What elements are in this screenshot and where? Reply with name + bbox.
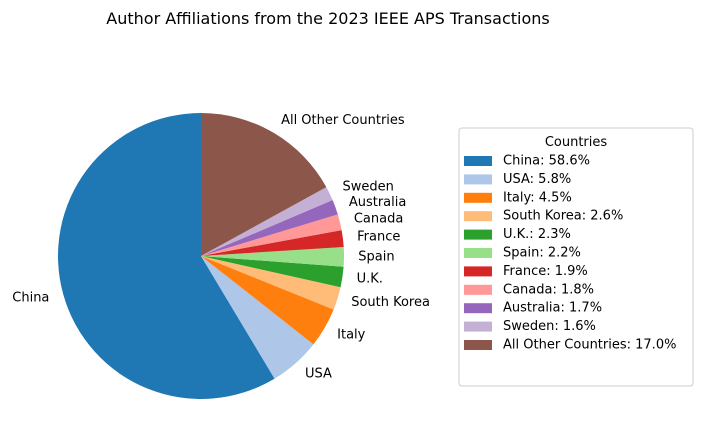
legend-frame xyxy=(458,127,694,387)
legend-label-south-korea: South Korea: 2.6% xyxy=(503,209,623,224)
slice-label-sweden: Sweden xyxy=(342,180,393,195)
legend-label-france: France: 1.9% xyxy=(503,264,588,279)
legend-swatch-china xyxy=(464,156,492,166)
legend-swatch-australia xyxy=(464,303,492,314)
pie-slice-france xyxy=(201,230,344,256)
pie-slice-spain xyxy=(201,247,344,267)
legend-label-china: China: 58.6% xyxy=(503,154,590,169)
legend-swatch-south-korea xyxy=(464,211,492,222)
slice-label-spain: Spain xyxy=(358,249,394,264)
legend: Countries China: 58.6% USA: 5.8% Italy: 4.… xyxy=(458,127,694,387)
slice-label-china: China xyxy=(12,290,49,305)
pie-slice-italy xyxy=(201,256,334,345)
legend-label-sweden: Sweden: 1.6% xyxy=(503,319,596,334)
pie-slices xyxy=(57,113,344,400)
legend-label-spain: Spain: 2.2% xyxy=(503,246,581,261)
legend-swatch-sweden xyxy=(464,321,492,332)
legend-label-usa: USA: 5.8% xyxy=(503,172,571,187)
legend-label-u-k: U.K.: 2.3% xyxy=(503,227,571,242)
legend-swatch-spain xyxy=(464,248,492,258)
legend-label-all-other-countries: All Other Countries: 17.0% xyxy=(503,338,676,353)
pie-slice-labels: China USA Italy South Korea U.K. Spain France C… xyxy=(12,113,430,381)
legend-swatch-usa xyxy=(464,174,492,185)
slice-label-canada: Canada xyxy=(354,211,403,226)
pie-slice-all-other-countries xyxy=(201,113,327,256)
legend-swatch-all-other-countries xyxy=(464,340,492,350)
legend-label-australia: Australia: 1.7% xyxy=(503,301,602,316)
pie-slice-usa xyxy=(201,256,314,379)
chart-title: Author Affiliations from the 2023 IEEE A… xyxy=(106,9,549,28)
slice-label-france: France xyxy=(357,229,400,244)
slice-label-south-korea: South Korea xyxy=(351,295,430,310)
slice-label-all-other-countries: All Other Countries xyxy=(281,113,405,128)
slice-label-australia: Australia xyxy=(349,195,407,210)
legend-items: China: 58.6% USA: 5.8% Italy: 4.5% South Ko… xyxy=(464,154,676,353)
slice-label-italy: Italy xyxy=(337,327,366,342)
slice-label-usa: USA xyxy=(305,366,332,381)
legend-swatch-italy xyxy=(464,192,492,203)
slice-label-u-k: U.K. xyxy=(357,272,383,287)
pie-slice-sweden xyxy=(201,187,333,256)
pie-slice-australia xyxy=(201,200,338,256)
legend-swatch-canada xyxy=(464,284,492,295)
legend-label-italy: Italy: 4.5% xyxy=(503,190,572,205)
legend-title: Countries xyxy=(545,135,608,150)
pie-slice-south-korea xyxy=(201,256,341,310)
legend-swatch-u-k xyxy=(464,229,492,240)
pie-slice-u-k xyxy=(201,256,344,288)
pie-slice-canada xyxy=(201,214,342,256)
legend-swatch-france xyxy=(464,266,492,277)
legend-label-canada: Canada: 1.8% xyxy=(503,282,594,297)
pie-slice-china xyxy=(57,113,275,400)
